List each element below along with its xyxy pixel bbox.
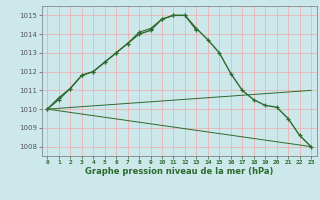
X-axis label: Graphe pression niveau de la mer (hPa): Graphe pression niveau de la mer (hPa): [85, 167, 273, 176]
